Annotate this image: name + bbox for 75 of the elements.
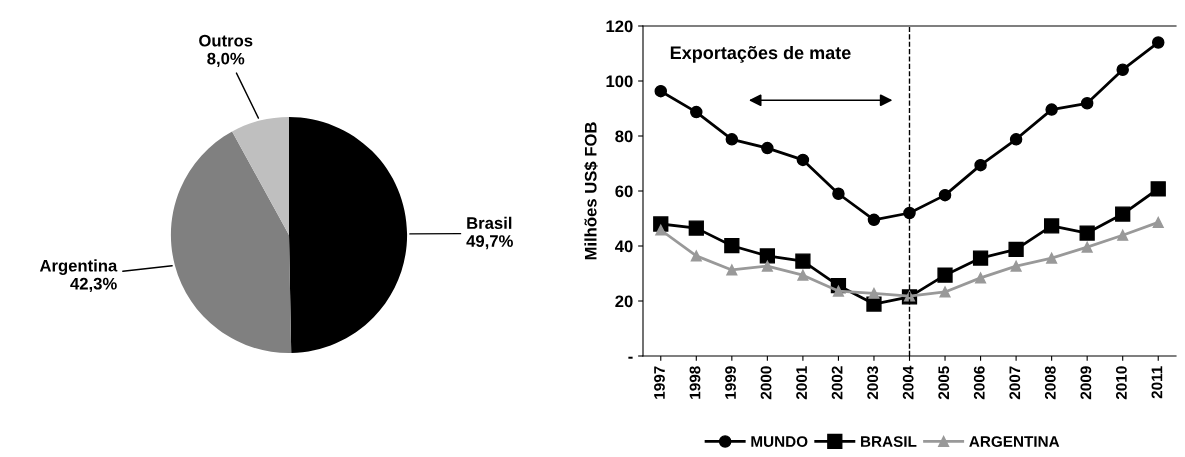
point <box>759 248 776 264</box>
pie-slice <box>170 131 292 354</box>
point <box>690 250 702 262</box>
y-tick-label: 20 <box>615 295 633 308</box>
y-tick-label: 120 <box>606 20 633 33</box>
point <box>725 133 739 146</box>
point <box>937 267 953 283</box>
point <box>1116 63 1129 76</box>
slice-label: Brasil <box>467 216 512 229</box>
x-tick-label: 2009 <box>1080 366 1092 400</box>
point <box>1115 206 1131 222</box>
point <box>1045 103 1058 116</box>
point <box>655 224 667 236</box>
point <box>1080 97 1094 110</box>
legend-label: MUNDO <box>751 436 808 447</box>
y-axis-title: Milhões US$ FOB <box>584 122 598 260</box>
x-tick-label: 1998 <box>689 366 701 399</box>
point <box>903 206 916 220</box>
x-tick-label: 1997 <box>654 366 665 399</box>
legend-label: ARGENTINA <box>969 436 1060 447</box>
point <box>867 213 881 227</box>
point <box>795 253 811 269</box>
point <box>761 141 774 155</box>
point <box>797 269 809 281</box>
point <box>972 250 989 266</box>
point <box>1009 133 1023 146</box>
x-tick-label: 2004 <box>902 365 914 400</box>
pie-slice <box>232 116 289 235</box>
x-tick-label: 2010 <box>1115 366 1127 400</box>
point <box>654 84 668 98</box>
point <box>726 264 738 276</box>
data-label: 49,7% <box>466 235 513 250</box>
x-tick-label: 2003 <box>867 366 879 400</box>
point <box>1008 241 1024 257</box>
slice-label: Outros <box>199 34 253 47</box>
y-tick-label: - <box>628 356 633 359</box>
point <box>796 153 810 167</box>
point <box>832 187 845 201</box>
point <box>974 158 987 172</box>
pie-slice <box>289 116 408 354</box>
x-tick-label: 2001 <box>796 366 807 400</box>
x-tick-label: 2002 <box>831 366 843 400</box>
slice-label: Argentina <box>39 259 118 275</box>
x-tick-label: 1999 <box>725 366 736 399</box>
point <box>1043 218 1060 234</box>
annotation: Exportações de mate <box>670 45 851 63</box>
data-label: 42,3% <box>70 277 117 292</box>
point <box>1150 181 1166 197</box>
point <box>1152 216 1164 228</box>
data-label: 8,0% <box>207 52 245 67</box>
y-tick-label: 100 <box>606 75 633 88</box>
point <box>690 105 703 119</box>
point <box>1046 252 1058 264</box>
point <box>1117 229 1129 241</box>
point <box>688 220 704 236</box>
x-tick-label: 2011 <box>1151 366 1163 399</box>
y-tick-label: 40 <box>614 240 633 253</box>
point <box>975 272 987 284</box>
point <box>1010 260 1022 272</box>
x-tick-label: 2006 <box>973 366 985 400</box>
point <box>939 286 951 298</box>
point <box>1151 36 1165 49</box>
point <box>868 287 880 299</box>
point <box>724 238 740 254</box>
point <box>1081 241 1093 253</box>
x-tick-label: 2005 <box>938 366 950 400</box>
x-tick-label: 2000 <box>760 366 772 400</box>
y-tick-label: 80 <box>615 130 633 143</box>
point <box>938 188 952 202</box>
point <box>1079 225 1095 241</box>
y-tick-label: 60 <box>615 185 633 198</box>
x-tick-label: 2008 <box>1044 366 1056 400</box>
legend-label: BRASIL <box>861 436 917 447</box>
x-tick-label: 2007 <box>1009 366 1021 400</box>
point <box>761 260 773 272</box>
